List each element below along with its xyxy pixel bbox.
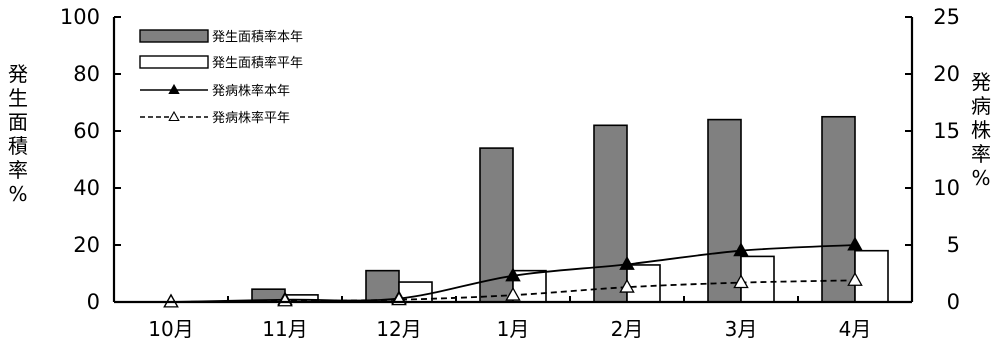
marker-current-4 — [619, 256, 635, 270]
x-tick-label: 10月 — [148, 317, 193, 341]
x-tick-label: 3月 — [725, 317, 758, 341]
legend-label-0: 発生面積率本年 — [212, 29, 303, 45]
right-tick-label: 20 — [933, 62, 960, 86]
right-axis-title-char: 病 — [971, 94, 991, 118]
left-tick-label: 0 — [87, 290, 100, 314]
left-axis-title-char: 発 — [8, 62, 28, 86]
right-tick-label: 25 — [933, 5, 960, 29]
marker-normal-5 — [733, 274, 749, 289]
left-axis-title-char: 率 — [8, 158, 28, 182]
left-axis-title-char: 積 — [8, 134, 28, 158]
left-tick-label: 20 — [73, 233, 100, 257]
bar-current-6 — [821, 115, 856, 303]
right-axis-title-char: 発 — [971, 70, 991, 94]
marker-current-3 — [505, 267, 521, 282]
left-tick-label: 40 — [73, 176, 100, 200]
right-axis-title-char: % — [971, 166, 991, 190]
left-tick-label: 60 — [73, 119, 100, 143]
bar-normal-4 — [626, 264, 661, 303]
right-tick-label: 10 — [933, 176, 960, 200]
x-tick-label: 2月 — [611, 317, 644, 341]
bars-layer — [251, 115, 889, 303]
marker-normal-6 — [847, 272, 863, 286]
bar-normal-6 — [854, 249, 889, 303]
left-axis-title-char: 面 — [8, 110, 28, 134]
right-tick-label: 5 — [947, 233, 960, 257]
legend-label-1: 発生面積率平年 — [212, 55, 303, 71]
legend-label-2: 発病株率本年 — [212, 83, 290, 99]
bar-current-2 — [365, 269, 400, 303]
x-tick-label: 1月 — [497, 317, 530, 341]
x-tick-label: 4月 — [839, 317, 872, 341]
left-axis-title: 発生面積率% — [8, 62, 28, 206]
legend-swatch-1 — [139, 55, 209, 69]
marker-current-6 — [847, 236, 863, 251]
marker-normal-4 — [619, 278, 635, 293]
left-tick-label: 100 — [60, 5, 100, 29]
marker-normal-3 — [505, 286, 521, 301]
bar-current-5 — [707, 118, 742, 303]
right-tick-label: 0 — [947, 290, 960, 314]
x-tick-label: 12月 — [376, 317, 421, 341]
bar-current-4 — [593, 124, 628, 303]
right-tick-label: 15 — [933, 119, 960, 143]
left-tick-label: 80 — [73, 62, 100, 86]
right-axis-title: 発病株率% — [971, 70, 991, 190]
left-axis-title-char: % — [8, 182, 28, 206]
marker-current-5 — [733, 242, 749, 257]
bar-normal-5 — [740, 255, 775, 303]
axes-layer: 0 20 40 60 80 100 0 5 10 15 20 25 10月 11月 12月 1月 2月 3月 4月 — [60, 5, 960, 341]
right-axis-title-char: 株 — [971, 118, 991, 142]
legend-marker-2 — [168, 83, 180, 95]
legend-marker-3 — [168, 110, 180, 122]
x-tick-label: 11月 — [262, 317, 307, 341]
legend-label-3: 発病株率平年 — [212, 110, 290, 126]
left-axis-title-char: 生 — [8, 86, 28, 110]
right-axis-title-char: 率 — [971, 142, 991, 166]
legend-swatch-0 — [139, 29, 209, 43]
